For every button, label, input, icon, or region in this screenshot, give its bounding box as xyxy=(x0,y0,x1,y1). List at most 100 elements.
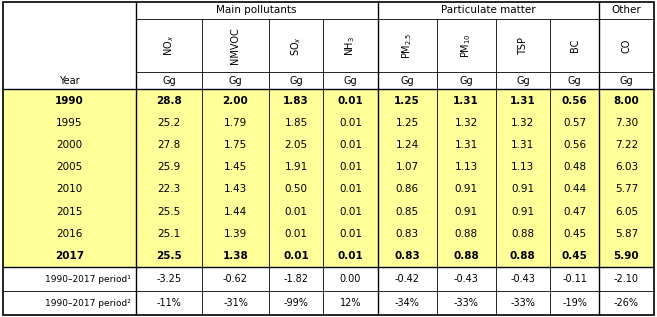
Text: 1990: 1990 xyxy=(55,95,84,106)
Text: 0.01: 0.01 xyxy=(338,95,363,106)
Text: 0.01: 0.01 xyxy=(338,251,363,261)
Text: Gg: Gg xyxy=(289,76,303,86)
Text: -0.43: -0.43 xyxy=(510,274,535,284)
Text: 0.88: 0.88 xyxy=(511,229,534,239)
Text: NMVOC: NMVOC xyxy=(231,27,240,64)
Text: 28.8: 28.8 xyxy=(156,95,182,106)
Text: 1.79: 1.79 xyxy=(224,118,247,128)
Text: 0.44: 0.44 xyxy=(563,184,586,194)
Text: -34%: -34% xyxy=(395,298,420,308)
Text: 2.05: 2.05 xyxy=(284,140,307,150)
Text: BC: BC xyxy=(570,39,579,52)
Text: 0.01: 0.01 xyxy=(339,184,362,194)
Text: 7.30: 7.30 xyxy=(615,118,638,128)
Text: 1.45: 1.45 xyxy=(224,162,247,172)
Text: -0.11: -0.11 xyxy=(562,274,587,284)
Text: Year: Year xyxy=(59,76,79,86)
Text: -11%: -11% xyxy=(156,298,181,308)
Text: 0.01: 0.01 xyxy=(339,207,362,217)
Text: 2010: 2010 xyxy=(57,184,83,194)
Text: 2017: 2017 xyxy=(55,251,84,261)
Text: -1.82: -1.82 xyxy=(283,274,309,284)
Text: SO$_x$: SO$_x$ xyxy=(289,36,303,55)
Text: -99%: -99% xyxy=(284,298,308,308)
Text: 0.01: 0.01 xyxy=(284,229,307,239)
Text: 0.88: 0.88 xyxy=(510,251,535,261)
Text: Gg: Gg xyxy=(459,76,473,86)
Text: 25.9: 25.9 xyxy=(157,162,181,172)
Text: 1.31: 1.31 xyxy=(510,95,535,106)
Text: -0.62: -0.62 xyxy=(223,274,248,284)
Text: 5.77: 5.77 xyxy=(615,184,638,194)
Text: 6.05: 6.05 xyxy=(615,207,638,217)
Text: 1.83: 1.83 xyxy=(283,95,309,106)
Text: 0.91: 0.91 xyxy=(511,207,534,217)
Text: -26%: -26% xyxy=(614,298,639,308)
Text: 25.1: 25.1 xyxy=(157,229,181,239)
Text: 27.8: 27.8 xyxy=(157,140,181,150)
Text: 1.13: 1.13 xyxy=(511,162,535,172)
Text: 2005: 2005 xyxy=(57,162,83,172)
Text: 0.57: 0.57 xyxy=(563,118,586,128)
Text: Other: Other xyxy=(612,5,641,15)
Text: 1.31: 1.31 xyxy=(453,95,479,106)
Text: 0.83: 0.83 xyxy=(394,251,420,261)
Text: 1.13: 1.13 xyxy=(455,162,478,172)
Text: TSP: TSP xyxy=(518,36,528,55)
Text: PM$_{2.5}$: PM$_{2.5}$ xyxy=(400,32,414,59)
Text: 1.39: 1.39 xyxy=(224,229,247,239)
Text: 0.01: 0.01 xyxy=(339,118,362,128)
Text: 2015: 2015 xyxy=(57,207,83,217)
Text: 8.00: 8.00 xyxy=(614,95,639,106)
Text: -19%: -19% xyxy=(562,298,587,308)
Text: 1.38: 1.38 xyxy=(223,251,248,261)
Text: 5.90: 5.90 xyxy=(614,251,639,261)
Text: 0.50: 0.50 xyxy=(284,184,307,194)
Text: 1.32: 1.32 xyxy=(511,118,535,128)
Text: 0.45: 0.45 xyxy=(563,229,586,239)
Text: 1.25: 1.25 xyxy=(394,95,420,106)
Text: NH$_3$: NH$_3$ xyxy=(344,36,357,55)
Text: Gg: Gg xyxy=(620,76,633,86)
Text: -2.10: -2.10 xyxy=(614,274,639,284)
Text: 1.31: 1.31 xyxy=(455,140,478,150)
Text: 0.56: 0.56 xyxy=(562,95,587,106)
Text: -3.25: -3.25 xyxy=(156,274,181,284)
Text: Main pollutants: Main pollutants xyxy=(216,5,297,15)
Text: -0.43: -0.43 xyxy=(454,274,478,284)
Text: 0.01: 0.01 xyxy=(339,140,362,150)
Text: 0.91: 0.91 xyxy=(455,184,478,194)
Text: 1990–2017 period²: 1990–2017 period² xyxy=(45,299,130,308)
Text: 1.07: 1.07 xyxy=(396,162,419,172)
Text: Gg: Gg xyxy=(162,76,175,86)
Text: 12%: 12% xyxy=(340,298,361,308)
Text: 0.91: 0.91 xyxy=(511,184,534,194)
Text: 0.91: 0.91 xyxy=(455,207,478,217)
Text: 0.00: 0.00 xyxy=(340,274,361,284)
Text: 2016: 2016 xyxy=(57,229,83,239)
Text: 0.01: 0.01 xyxy=(284,207,307,217)
Text: -31%: -31% xyxy=(223,298,248,308)
Text: 0.86: 0.86 xyxy=(396,184,419,194)
Text: 25.5: 25.5 xyxy=(156,251,182,261)
Text: 1995: 1995 xyxy=(57,118,83,128)
Text: Gg: Gg xyxy=(229,76,242,86)
Text: -33%: -33% xyxy=(454,298,478,308)
Text: 22.3: 22.3 xyxy=(157,184,181,194)
Text: 2000: 2000 xyxy=(57,140,83,150)
Text: 1.75: 1.75 xyxy=(224,140,247,150)
Text: Gg: Gg xyxy=(568,76,581,86)
Text: 6.03: 6.03 xyxy=(615,162,638,172)
Text: PM$_{10}$: PM$_{10}$ xyxy=(459,33,473,58)
Text: 1.85: 1.85 xyxy=(284,118,307,128)
Text: 2.00: 2.00 xyxy=(223,95,248,106)
Text: 1.43: 1.43 xyxy=(224,184,247,194)
Text: 1.44: 1.44 xyxy=(224,207,247,217)
Text: 0.85: 0.85 xyxy=(396,207,419,217)
Text: NO$_x$: NO$_x$ xyxy=(162,35,176,56)
Text: 1990–2017 period¹: 1990–2017 period¹ xyxy=(45,275,130,284)
Text: 0.48: 0.48 xyxy=(563,162,586,172)
Text: 0.47: 0.47 xyxy=(563,207,586,217)
Text: 7.22: 7.22 xyxy=(615,140,638,150)
Text: -33%: -33% xyxy=(510,298,535,308)
